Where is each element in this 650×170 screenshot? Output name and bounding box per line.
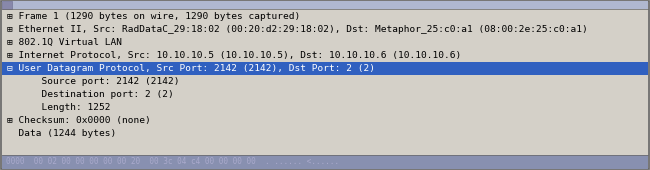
Bar	[2, 1, 648, 9]
Text: ⊞ Frame 1 (1290 bytes on wire, 1290 bytes captured): ⊞ Frame 1 (1290 bytes on wire, 1290 byte…	[7, 12, 300, 21]
Text: ⊞ Internet Protocol, Src: 10.10.10.5 (10.10.10.5), Dst: 10.10.10.6 (10.10.10.6): ⊞ Internet Protocol, Src: 10.10.10.5 (10…	[7, 51, 461, 60]
Bar	[2, 62, 648, 75]
Text: ⊞ 802.1Q Virtual LAN: ⊞ 802.1Q Virtual LAN	[7, 38, 122, 47]
Bar	[2, 155, 648, 169]
Text: 0000  00 02 00 00 00 00 00 20  00 3c 04 c4 00 00 00 00  . ...... <......: 0000 00 02 00 00 00 00 00 20 00 3c 04 c4…	[6, 157, 339, 166]
Bar	[2, 1, 12, 9]
Text: Source port: 2142 (2142): Source port: 2142 (2142)	[7, 77, 179, 86]
Text: ⊟ User Datagram Protocol, Src Port: 2142 (2142), Dst Port: 2 (2): ⊟ User Datagram Protocol, Src Port: 2142…	[7, 64, 375, 73]
Text: ⊞ Checksum: 0x0000 (none): ⊞ Checksum: 0x0000 (none)	[7, 116, 151, 125]
Text: ⊞ Ethernet II, Src: RadDataC_29:18:02 (00:20:d2:29:18:02), Dst: Metaphor_25:c0:a: ⊞ Ethernet II, Src: RadDataC_29:18:02 (0…	[7, 25, 588, 34]
Text: Data (1244 bytes): Data (1244 bytes)	[7, 129, 116, 138]
Text: Destination port: 2 (2): Destination port: 2 (2)	[7, 90, 174, 99]
Text: Length: 1252: Length: 1252	[7, 103, 111, 112]
